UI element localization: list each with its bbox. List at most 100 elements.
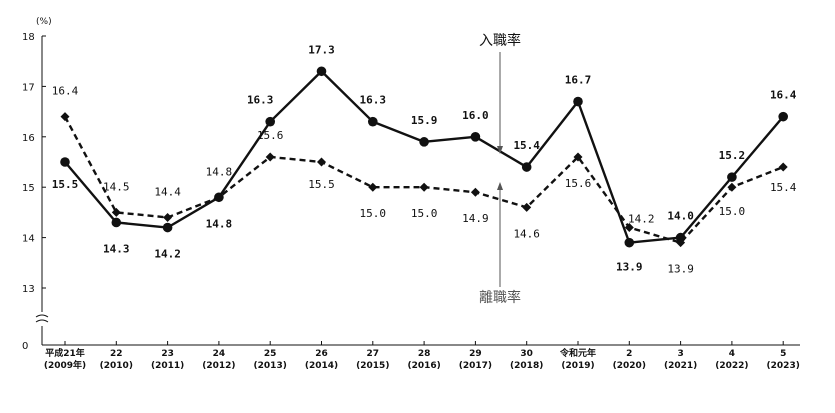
x-tick-label-year: (2015) (356, 361, 389, 371)
annotation-arrowhead-hiring (497, 146, 503, 154)
data-point-separation-rate (676, 238, 686, 248)
x-tick-label-year: (2013) (254, 361, 287, 371)
data-point-separation-rate (60, 112, 70, 122)
data-label-separation-rate: 15.4 (770, 181, 797, 194)
x-tick-label-year: (2021) (664, 361, 697, 371)
x-tick-label-year: (2022) (715, 361, 748, 371)
data-label-separation-rate: 15.6 (565, 177, 592, 190)
data-point-hiring-rate (419, 137, 429, 147)
y-tick-label-zero: 0 (22, 341, 28, 352)
data-label-separation-rate: 15.0 (719, 205, 746, 218)
data-point-hiring-rate (60, 157, 70, 167)
data-point-hiring-rate (470, 132, 481, 142)
x-tick-label-year: (2010) (100, 361, 133, 371)
data-label-hiring-rate: 14.0 (667, 210, 694, 223)
data-point-separation-rate (111, 207, 121, 217)
x-tick-label-year: (2017) (459, 361, 492, 371)
x-tick-label-year: (2012) (202, 361, 235, 371)
x-tick-label: 4 (729, 349, 735, 359)
x-tick-label: 3 (677, 349, 683, 359)
data-label-hiring-rate: 15.2 (719, 149, 746, 162)
x-tick-label-year: (2020) (613, 361, 646, 371)
data-point-separation-rate (778, 162, 788, 172)
y-tick-label: 13 (22, 284, 35, 295)
data-label-hiring-rate: 14.2 (154, 248, 181, 261)
y-tick-label: 14 (22, 234, 35, 245)
x-tick-label-year: (2023) (767, 361, 800, 371)
data-point-separation-rate (573, 152, 583, 162)
data-label-separation-rate: 15.6 (257, 129, 284, 142)
data-label-hiring-rate: 14.3 (103, 242, 130, 255)
x-tick-label: 24 (213, 349, 226, 359)
x-tick-label: 25 (264, 349, 277, 359)
x-tick-label: 29 (469, 349, 482, 359)
data-point-hiring-rate (162, 222, 173, 233)
data-point-separation-rate (163, 212, 173, 222)
data-label-hiring-rate: 15.4 (513, 139, 540, 152)
y-tick-label: 18 (22, 32, 35, 43)
data-point-hiring-rate (573, 96, 583, 107)
series-label-separation-rate: 離職率 (479, 289, 521, 306)
x-tick-label: 26 (315, 349, 328, 359)
x-tick-label-year: (2009年) (44, 359, 86, 371)
x-tick-label: 令和元年 (559, 347, 596, 359)
data-point-hiring-rate (778, 111, 788, 122)
x-tick-label: 22 (110, 349, 123, 359)
data-label-separation-rate: 14.5 (103, 180, 130, 193)
data-point-hiring-rate (316, 66, 327, 77)
data-point-hiring-rate (727, 172, 737, 182)
x-tick-label: 2 (626, 349, 632, 359)
x-tick-label: 5 (780, 349, 786, 359)
x-tick-label-year: (2011) (151, 361, 184, 371)
x-tick-label: 30 (520, 349, 533, 359)
data-point-separation-rate (214, 192, 224, 202)
x-tick-label: 28 (418, 349, 431, 359)
x-tick-label: 27 (367, 349, 380, 359)
x-tick-label-year: (2018) (510, 361, 543, 371)
data-point-separation-rate (522, 202, 532, 212)
data-label-hiring-rate: 17.3 (308, 43, 335, 56)
data-point-hiring-rate (624, 237, 635, 248)
data-point-separation-rate (624, 223, 634, 233)
data-label-separation-rate: 13.9 (667, 263, 694, 276)
data-label-hiring-rate: 14.8 (206, 217, 233, 230)
data-label-separation-rate: 14.6 (513, 227, 540, 240)
data-label-hiring-rate: 13.9 (616, 261, 643, 274)
y-tick-label: 15 (22, 183, 35, 194)
axis-break-mark-bottom (35, 319, 49, 323)
data-label-separation-rate: 15.0 (360, 207, 387, 220)
data-label-separation-rate: 14.2 (628, 213, 655, 226)
series-label-hiring-rate: 入職率 (479, 32, 521, 49)
x-tick-label: 平成21年 (45, 347, 85, 359)
data-point-hiring-rate (111, 217, 122, 228)
data-label-hiring-rate: 16.7 (565, 74, 592, 87)
data-label-hiring-rate: 16.3 (247, 94, 274, 107)
data-label-separation-rate: 16.4 (52, 85, 79, 98)
data-label-hiring-rate: 16.3 (360, 94, 387, 107)
y-unit-label: (%) (36, 17, 52, 27)
data-label-separation-rate: 14.8 (206, 165, 233, 178)
data-label-separation-rate: 15.0 (411, 207, 438, 220)
data-point-separation-rate (727, 182, 737, 192)
data-point-separation-rate (317, 157, 326, 167)
data-point-separation-rate (368, 182, 378, 192)
data-point-hiring-rate (675, 232, 686, 243)
data-label-separation-rate: 14.4 (154, 185, 181, 198)
data-point-hiring-rate (265, 116, 276, 127)
y-tick-label: 16 (22, 133, 35, 144)
data-label-hiring-rate: 15.5 (52, 178, 79, 191)
axis-break-mark-top (35, 314, 49, 318)
x-tick-label-year: (2019) (561, 361, 594, 371)
annotation-arrowhead-separation (497, 182, 503, 190)
data-label-hiring-rate: 16.0 (462, 109, 489, 122)
data-label-hiring-rate: 15.9 (411, 114, 438, 127)
data-point-hiring-rate (368, 116, 378, 127)
x-tick-label-year: (2016) (407, 361, 440, 371)
data-point-separation-rate (419, 182, 429, 192)
x-tick-label: 23 (161, 349, 174, 359)
data-point-separation-rate (470, 187, 480, 197)
data-label-hiring-rate: 16.4 (770, 89, 797, 102)
data-label-separation-rate: 14.9 (462, 212, 489, 225)
data-label-separation-rate: 15.5 (308, 178, 335, 191)
